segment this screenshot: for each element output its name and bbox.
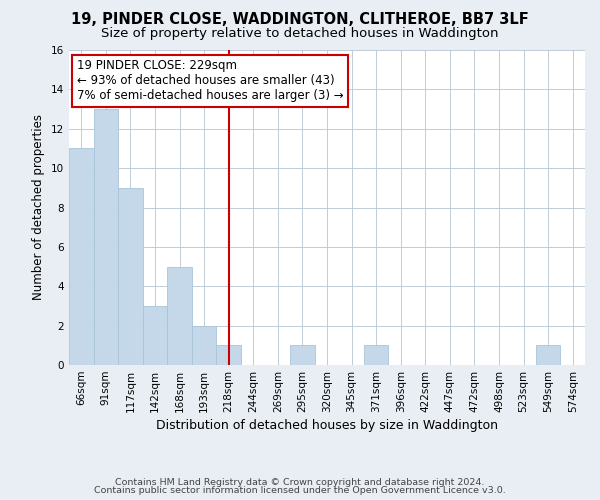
Text: 19, PINDER CLOSE, WADDINGTON, CLITHEROE, BB7 3LF: 19, PINDER CLOSE, WADDINGTON, CLITHEROE,… [71, 12, 529, 28]
Text: Contains HM Land Registry data © Crown copyright and database right 2024.: Contains HM Land Registry data © Crown c… [115, 478, 485, 487]
Text: Size of property relative to detached houses in Waddington: Size of property relative to detached ho… [101, 28, 499, 40]
Text: Contains public sector information licensed under the Open Government Licence v3: Contains public sector information licen… [94, 486, 506, 495]
Bar [290, 346, 315, 365]
Bar [94, 109, 118, 365]
Bar [69, 148, 94, 365]
Bar [192, 326, 217, 365]
Y-axis label: Number of detached properties: Number of detached properties [32, 114, 46, 300]
Bar [167, 266, 192, 365]
Bar [118, 188, 143, 365]
Bar [536, 346, 560, 365]
Text: 19 PINDER CLOSE: 229sqm
← 93% of detached houses are smaller (43)
7% of semi-det: 19 PINDER CLOSE: 229sqm ← 93% of detache… [77, 60, 343, 102]
Bar [364, 346, 388, 365]
Bar [217, 346, 241, 365]
Bar [143, 306, 167, 365]
X-axis label: Distribution of detached houses by size in Waddington: Distribution of detached houses by size … [156, 419, 498, 432]
